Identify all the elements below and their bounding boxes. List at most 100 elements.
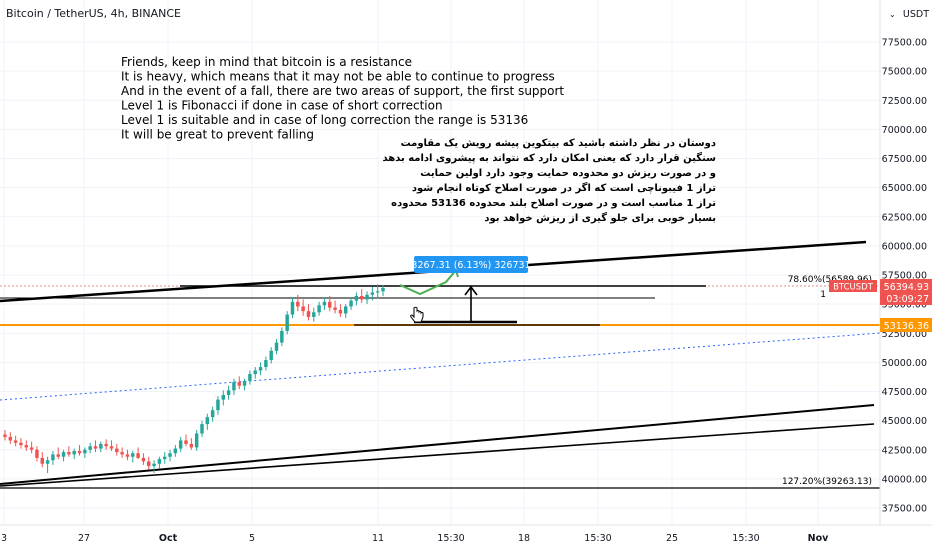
y-tick-label: 57500.00: [882, 271, 927, 282]
candle: [147, 456, 151, 470]
y-tick-label: 62500.00: [882, 212, 927, 223]
candle-body: [216, 399, 220, 411]
candle-body: [237, 382, 241, 386]
y-tick-label: 47500.00: [882, 387, 927, 398]
candle: [248, 370, 252, 385]
fib-1-label: 1: [820, 290, 826, 300]
candle-body: [67, 452, 71, 455]
currency-label[interactable]: USDT: [903, 9, 929, 20]
x-tick-label: 15:30: [437, 533, 464, 544]
candle: [72, 448, 76, 460]
candle-body: [115, 448, 119, 453]
last-price-badge: [880, 279, 932, 305]
currency-dropdown-icon[interactable]: ⌄: [889, 10, 896, 19]
candle: [141, 453, 146, 465]
candle: [45, 456, 50, 474]
price-axis-ticks: 77500.00 75000.00 72500.00 70000.00 67500.00…: [882, 38, 927, 515]
candle-body: [290, 301, 295, 315]
candle-body: [3, 434, 7, 437]
candle-body: [61, 452, 66, 457]
candle: [317, 301, 321, 316]
candle-body: [253, 370, 257, 375]
x-tick-label: 25: [666, 533, 678, 544]
candle-body: [147, 461, 151, 467]
y-tick-label: 40000.00: [882, 474, 927, 485]
candle-body: [109, 446, 114, 449]
candle-body: [173, 448, 178, 454]
candle: [349, 297, 353, 310]
candle-body: [280, 330, 284, 343]
candle-body: [120, 452, 124, 455]
candle-body: [317, 305, 321, 313]
candle: [24, 440, 29, 451]
candle-body: [8, 436, 13, 441]
x-tick-label: 15:30: [584, 533, 611, 544]
candle: [120, 447, 124, 458]
y-tick-label: 45000.00: [882, 416, 927, 427]
support-price-badge: [880, 318, 932, 332]
candle: [173, 445, 178, 457]
lower-trend-line-1[interactable]: [0, 404, 875, 485]
candle-body: [24, 445, 29, 448]
symbol-badge: [829, 280, 877, 292]
candle: [301, 299, 305, 316]
candle-body: [104, 443, 108, 447]
price-axis[interactable]: [880, 0, 932, 525]
candle: [77, 445, 82, 456]
candle: [253, 367, 257, 379]
candle-body: [338, 309, 343, 314]
candle-body: [56, 454, 60, 457]
candle-body: [125, 454, 130, 457]
lower-trend-line-2[interactable]: [0, 423, 875, 487]
time-axis[interactable]: [0, 525, 880, 550]
candle-body: [178, 440, 183, 449]
last-price-label: 56394.93: [884, 282, 929, 293]
candle: [290, 297, 295, 319]
english-annotation-line: It will be great to prevent falling: [121, 128, 314, 142]
candle-body: [35, 449, 39, 458]
candle: [264, 356, 268, 371]
candle-body: [258, 367, 263, 371]
candle-body: [40, 457, 44, 464]
candle-body: [322, 301, 327, 306]
candle: [344, 304, 348, 319]
persian-annotation[interactable]: دوستان در نظر داشته باشید که بیتکوین پیش…: [382, 138, 716, 224]
support-price-label: 53136.36: [884, 321, 929, 332]
candle: [104, 439, 108, 450]
candle: [19, 438, 23, 449]
candle: [152, 460, 156, 474]
candle-body: [375, 291, 380, 293]
fib-1272-label: 127.20%(39263.13): [782, 477, 872, 487]
candle-body: [370, 292, 375, 295]
english-annotation-line: Level 1 is Fibonacci if done in case of …: [121, 99, 443, 113]
candle-body: [344, 306, 348, 314]
persian-annotation-line: سنگین قرار دارد که یعنی امکان دارد که نت…: [382, 151, 716, 164]
candle: [88, 442, 92, 454]
candle-body: [365, 294, 369, 300]
candle: [194, 429, 199, 451]
y-tick-label: 70000.00: [882, 125, 927, 136]
candle-body: [136, 453, 140, 458]
english-annotation[interactable]: Friends, keep in mind that bitcoin is a …: [121, 55, 564, 142]
candle: [242, 378, 247, 391]
candle-body: [221, 394, 226, 400]
y-tick-label: 67500.00: [882, 154, 927, 165]
x-tick-label: 3: [1, 533, 7, 544]
candle-body: [83, 449, 87, 454]
y-tick-label: 75000.00: [882, 67, 927, 78]
candle-body: [157, 459, 162, 464]
candle-body: [269, 350, 273, 361]
candle: [280, 327, 284, 347]
candle: [354, 292, 359, 306]
persian-annotation-line: بسیار خوبی برای جلو گیری از ریزش خواهد ب…: [484, 211, 716, 224]
time-axis-ticks: 3 27 Oct 5 11 15:30 18 15:30 25 15:30 Nov: [1, 533, 829, 544]
candle: [13, 435, 18, 447]
measure-label-box[interactable]: [414, 256, 528, 273]
dotted-trend-line[interactable]: [0, 332, 881, 401]
symbol-badge-label: BTCUSDT: [833, 283, 874, 293]
candle-body: [13, 440, 18, 443]
candle-body: [328, 301, 332, 308]
candle-body: [205, 417, 210, 425]
